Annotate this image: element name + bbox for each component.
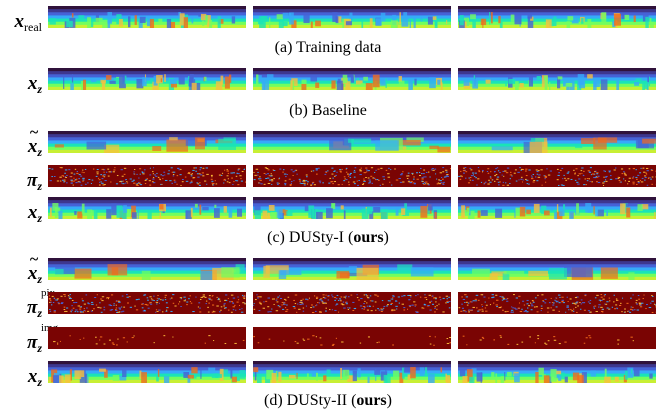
- panel-a-3: [458, 6, 656, 28]
- panel-a-1: [48, 6, 246, 28]
- panel-d-xtilde-3: [458, 258, 656, 280]
- panel-d-img-2: [253, 327, 451, 349]
- panel-d-x-2: [253, 361, 451, 383]
- row-label-x-z-c: xz: [27, 202, 42, 225]
- row-label-x-tilde-z-d: ~ xz: [27, 251, 42, 286]
- panel-b-1: [48, 68, 246, 90]
- panel-texture: [253, 131, 451, 153]
- panel-texture: [253, 6, 451, 28]
- panel-texture: [253, 258, 451, 280]
- panel-texture: [48, 6, 246, 28]
- panel-texture: [458, 6, 656, 28]
- panel-c-xtilde-2: [253, 131, 451, 153]
- panel-c-pi-3: [458, 165, 656, 187]
- caption-a: (a) Training data: [274, 39, 382, 56]
- panel-texture: [48, 327, 246, 349]
- panel-c-x-2: [253, 197, 451, 219]
- row-label-x-real: xreal: [14, 11, 42, 34]
- panel-d-pix-1: [48, 292, 246, 314]
- panel-texture: [253, 327, 451, 349]
- panel-texture: [48, 165, 246, 187]
- panel-texture: [458, 292, 656, 314]
- panel-d-x-1: [48, 361, 246, 383]
- panel-texture: [458, 327, 656, 349]
- panel-texture: [48, 197, 246, 219]
- panel-texture: [458, 258, 656, 280]
- panel-texture: [458, 68, 656, 90]
- panel-texture: [253, 292, 451, 314]
- panel-b-2: [253, 68, 451, 90]
- panel-texture: [458, 131, 656, 153]
- panel-texture: [458, 197, 656, 219]
- panel-c-pi-1: [48, 165, 246, 187]
- panel-d-xtilde-1: [48, 258, 246, 280]
- caption-d: (d) DUSty-II (ours): [264, 392, 392, 409]
- panel-texture: [48, 361, 246, 383]
- panel-d-x-3: [458, 361, 656, 383]
- caption-c: (c) DUSty-I (ours): [267, 229, 389, 246]
- panel-texture: [253, 68, 451, 90]
- panel-texture: [48, 292, 246, 314]
- panel-d-pix-3: [458, 292, 656, 314]
- panel-texture: [458, 165, 656, 187]
- panel-c-pi-2: [253, 165, 451, 187]
- row-label-x-z-d: xz: [27, 366, 42, 389]
- row-label-x-z-b: xz: [27, 73, 42, 96]
- panel-texture: [48, 258, 246, 280]
- panel-b-3: [458, 68, 656, 90]
- panel-texture: [253, 361, 451, 383]
- panel-texture: [253, 197, 451, 219]
- panel-texture: [48, 68, 246, 90]
- panel-texture: [253, 165, 451, 187]
- panel-texture: [48, 131, 246, 153]
- panel-c-xtilde-1: [48, 131, 246, 153]
- panel-d-img-1: [48, 327, 246, 349]
- panel-d-img-3: [458, 327, 656, 349]
- panel-d-pix-2: [253, 292, 451, 314]
- row-label-pi-img: πimgz: [26, 323, 58, 355]
- caption-b: (b) Baseline: [289, 102, 367, 119]
- panel-c-x-1: [48, 197, 246, 219]
- row-label-pi-pix: π pix z: [26, 287, 56, 320]
- row-label-x-tilde-z-c: ~ xz: [27, 124, 42, 159]
- panel-c-x-3: [458, 197, 656, 219]
- panel-c-xtilde-3: [458, 131, 656, 153]
- row-label-pi-z-c: πz: [26, 170, 42, 193]
- panel-a-2: [253, 6, 451, 28]
- panel-texture: [458, 361, 656, 383]
- panel-d-xtilde-2: [253, 258, 451, 280]
